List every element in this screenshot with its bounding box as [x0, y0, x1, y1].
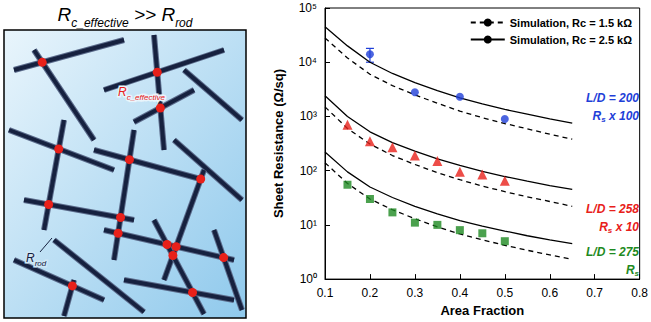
svg-text:10¹: 10¹ [300, 218, 317, 232]
svg-text:s: s [601, 114, 606, 124]
svg-text:0.5: 0.5 [496, 286, 513, 300]
svg-text:x 10: x 10 [612, 220, 639, 234]
svg-text:L/D = 200: L/D = 200 [586, 91, 639, 105]
svg-text:0.3: 0.3 [407, 286, 424, 300]
svg-text:Rrod: Rrod [26, 251, 47, 268]
svg-text:0.7: 0.7 [586, 286, 603, 300]
svg-text:0.8: 0.8 [631, 286, 648, 300]
svg-text:0.4: 0.4 [452, 286, 469, 300]
svg-text:10³: 10³ [300, 109, 317, 123]
svg-text:Rc_effective >> Rrod: Rc_effective >> Rrod [58, 4, 193, 30]
svg-text:x 100: x 100 [606, 109, 640, 123]
svg-text:L/D = 258: L/D = 258 [586, 202, 639, 216]
svg-text:0.6: 0.6 [541, 286, 558, 300]
svg-text:R: R [593, 109, 602, 123]
svg-text:s: s [635, 269, 640, 278]
svg-text:10⁵: 10⁵ [299, 1, 317, 15]
svg-text:R: R [599, 220, 608, 234]
svg-text:Simulation, Rc = 2.5 kΩ: Simulation, Rc = 2.5 kΩ [510, 34, 632, 46]
svg-text:Area Fraction: Area Fraction [440, 303, 524, 318]
svg-text:10⁰: 10⁰ [300, 272, 317, 286]
svg-text:s: s [607, 225, 613, 235]
svg-text:R: R [626, 263, 635, 277]
svg-text:10²: 10² [300, 164, 317, 178]
svg-text:Rc_effective: Rc_effective [118, 85, 165, 102]
svg-text:0.1: 0.1 [317, 286, 334, 300]
svg-text:L/D = 275: L/D = 275 [586, 245, 639, 259]
svg-text:10⁴: 10⁴ [298, 55, 317, 69]
svg-text:Sheet Resistance (Ω/sq): Sheet Resistance (Ω/sq) [271, 69, 286, 218]
svg-text:Simulation, Rc = 1.5 kΩ: Simulation, Rc = 1.5 kΩ [510, 17, 632, 29]
svg-text:0.2: 0.2 [362, 286, 379, 300]
